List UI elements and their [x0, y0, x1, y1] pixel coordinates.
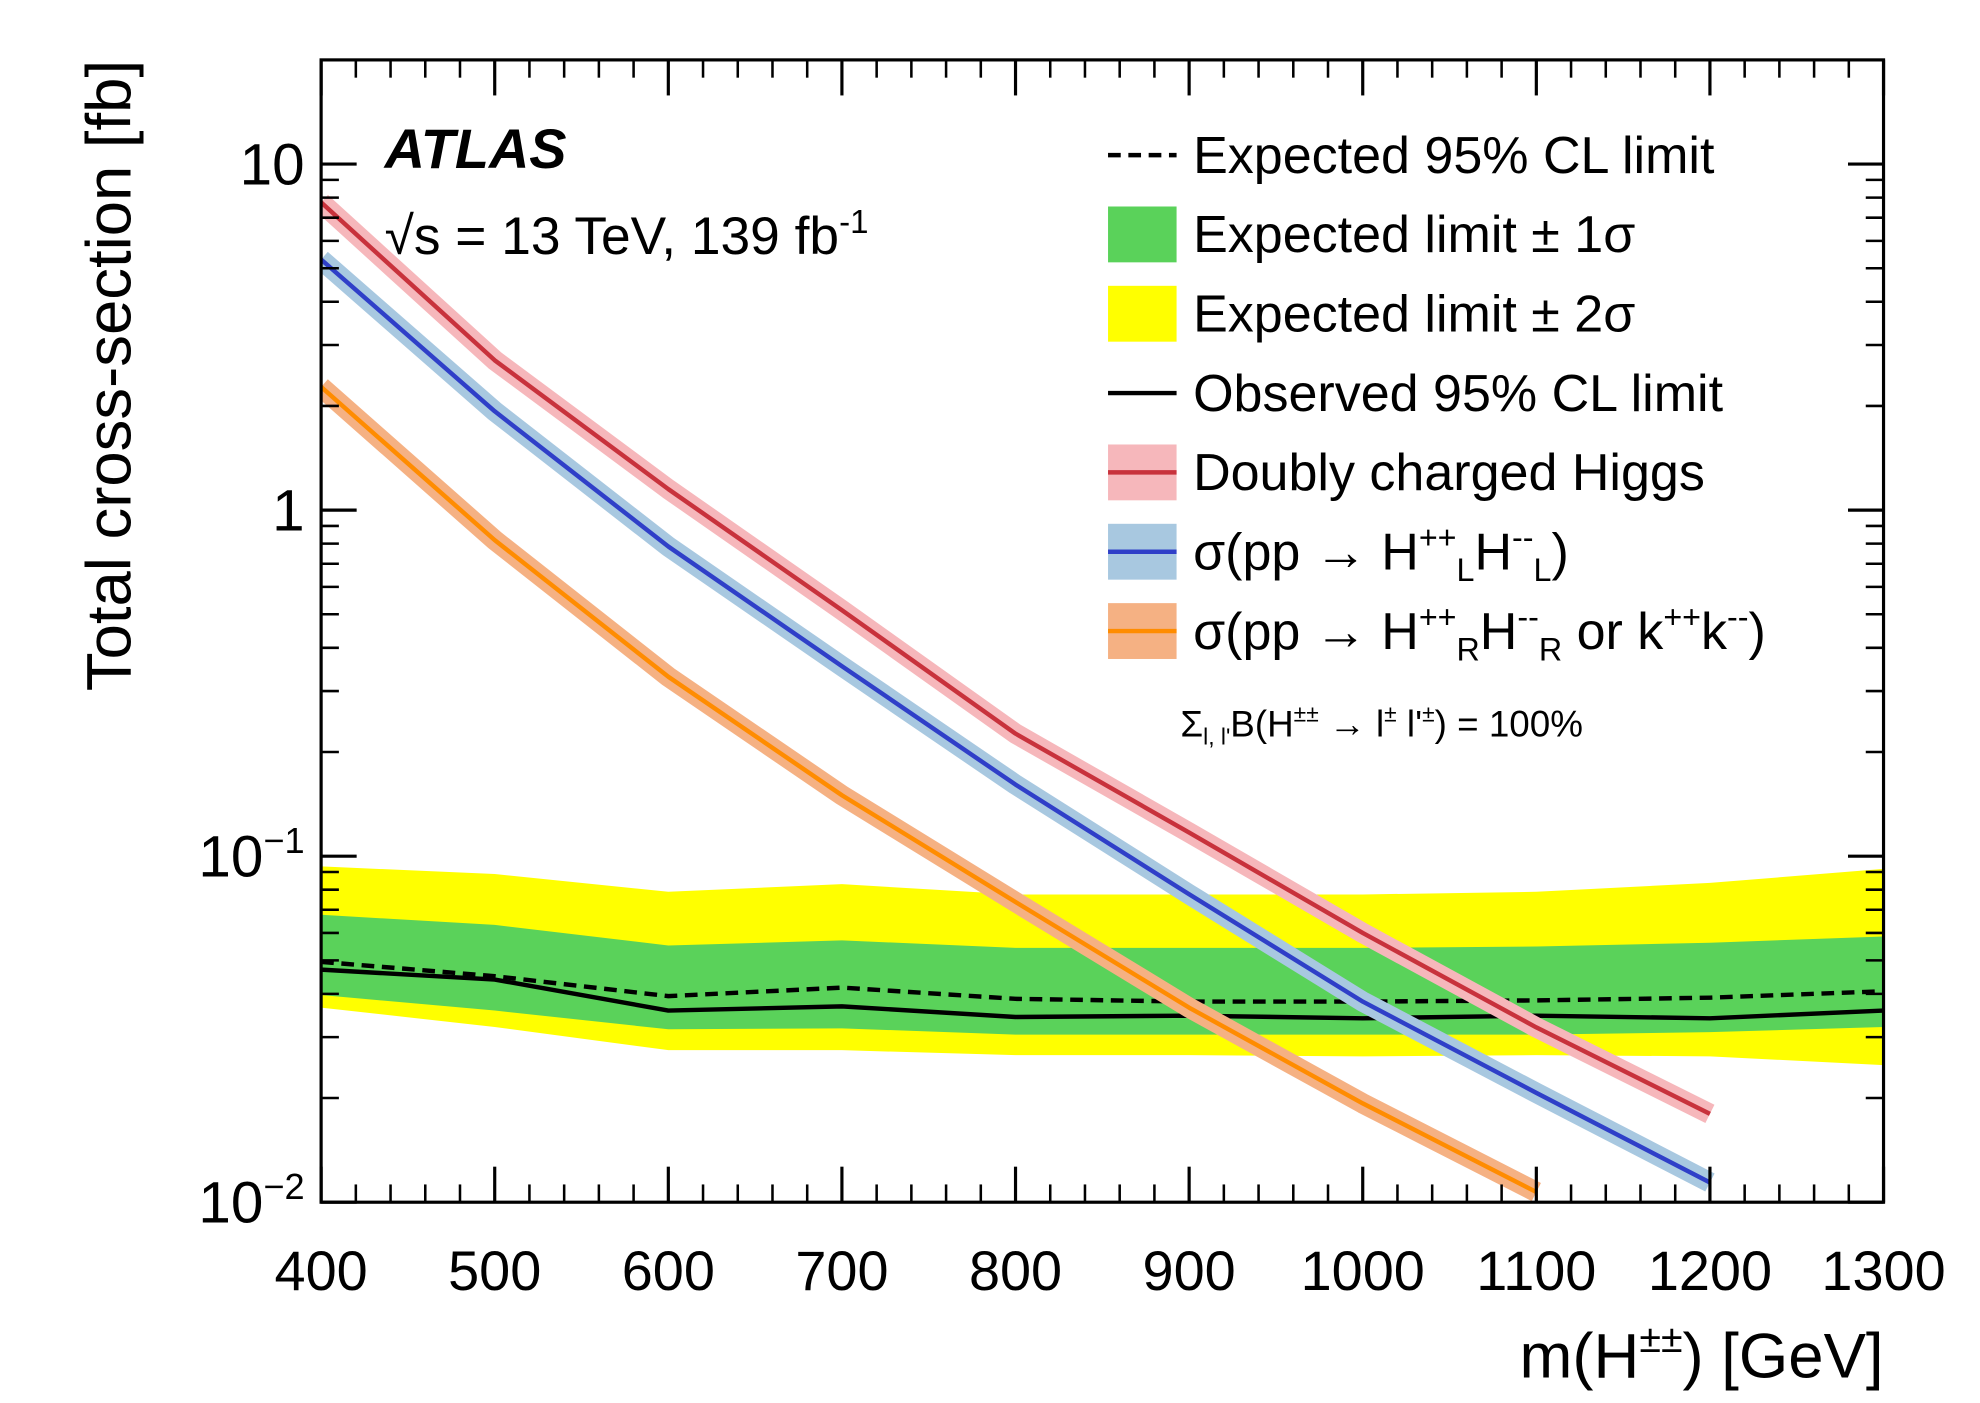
theory-band: [321, 379, 1541, 1202]
energy-label: √s = 13 TeV, 139 fb-1​: [385, 204, 869, 266]
legend-label: σ(pp → H++RH--R or k++k--): [1193, 599, 1766, 667]
legend-label: Observed 95% CL limit: [1193, 365, 1724, 423]
x-tick-label: 1000: [1301, 1239, 1425, 1302]
legend-label: Expected limit ± 2σ: [1193, 286, 1635, 344]
plot-area: [321, 194, 1884, 1202]
legend-label: Expected limit ± 1σ: [1193, 206, 1635, 264]
y-axis-label: Total cross-section [fb]: [75, 60, 145, 691]
x-tick-label: 1300: [1821, 1239, 1945, 1302]
br-note: Σl, l'B(H±± → l± l'±) = 100%: [1180, 701, 1583, 750]
x-tick-label: 1100: [1476, 1239, 1596, 1302]
legend-swatch: [1108, 285, 1177, 342]
x-tick-label: 900: [1143, 1239, 1236, 1302]
legend-label: Expected 95% CL limit: [1193, 127, 1715, 185]
series-line: [321, 200, 1711, 1116]
frame: [319, 58, 1886, 1204]
legend-swatch: [1108, 206, 1177, 263]
x-tick-label: 1200: [1648, 1239, 1772, 1302]
x-tick-label: 500: [448, 1239, 541, 1302]
y-tick-label: 10−1​: [198, 820, 304, 889]
y-tick-label: 1: [272, 478, 304, 543]
y-tick-label: 10: [240, 132, 305, 197]
y-tick-label: 10−2​: [198, 1166, 304, 1235]
x-tick-label: 600: [622, 1239, 715, 1302]
x-tick-label: 800: [969, 1239, 1062, 1302]
series-line: [321, 257, 1711, 1185]
series-line: [321, 967, 1884, 1021]
legend-label: σ(pp → H++LH--L): [1193, 520, 1569, 588]
x-axis-label: m(H±±) [GeV]: [1520, 1317, 1884, 1391]
series-line: [321, 959, 1884, 1004]
legend-label: Doubly charged Higgs: [1193, 444, 1705, 502]
series-line: [321, 385, 1538, 1195]
atlas-label: ATLAS: [383, 117, 567, 180]
x-tick-label: 400: [275, 1239, 368, 1302]
x-tick-label: 700: [795, 1239, 888, 1302]
